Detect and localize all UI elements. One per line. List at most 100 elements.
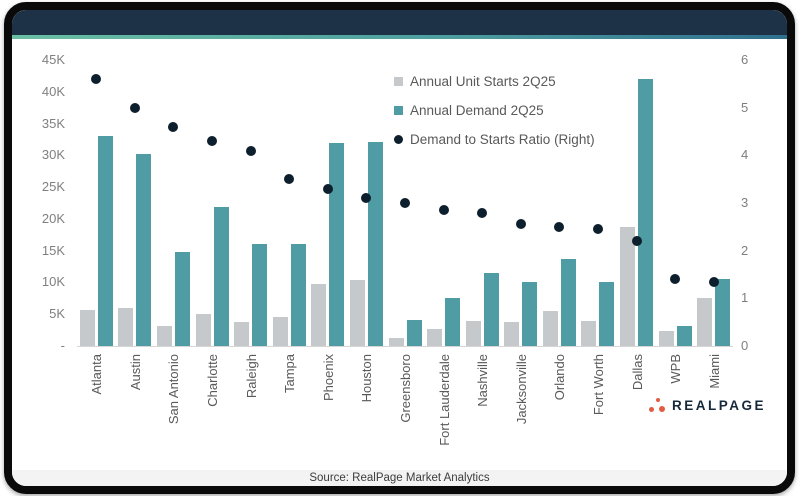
unit-starts-swatch-icon bbox=[394, 77, 403, 86]
category-label-phoenix: Phoenix bbox=[321, 354, 336, 401]
ratio-dot-nashville bbox=[477, 208, 487, 218]
demand-bar-greensboro bbox=[407, 320, 422, 346]
unit-starts-bar-houston bbox=[350, 280, 365, 346]
ratio-dot-houston bbox=[361, 193, 371, 203]
right-axis-tick: 3 bbox=[741, 195, 749, 210]
unit-starts-bar-dallas bbox=[620, 227, 635, 346]
left-axis-tick: 45K bbox=[41, 52, 65, 67]
demand-bar-wpb bbox=[677, 326, 692, 346]
demand-bar-orlando bbox=[561, 259, 576, 346]
ratio-dot-icon bbox=[394, 135, 403, 144]
ratio-dot-atlanta bbox=[91, 74, 101, 84]
unit-starts-bar-fort-worth bbox=[581, 321, 596, 346]
ratio-dot-fort-lauderdale bbox=[439, 205, 449, 215]
legend-label: Annual Demand 2Q25 bbox=[410, 103, 544, 118]
demand-bar-raleigh bbox=[252, 244, 267, 346]
demand-bar-dallas bbox=[638, 79, 653, 346]
unit-starts-bar-san-antonio bbox=[157, 326, 172, 346]
footer-band: Source: RealPage Market Analytics bbox=[12, 470, 787, 486]
left-axis-tick: 20K bbox=[41, 210, 65, 226]
category-label-austin: Austin bbox=[128, 354, 143, 391]
ratio-dot-orlando bbox=[554, 222, 564, 232]
source-text: Source: RealPage Market Analytics bbox=[309, 472, 490, 484]
category-label-dallas: Dallas bbox=[630, 354, 645, 391]
demand-bar-fort-worth bbox=[599, 282, 614, 346]
unit-starts-bar-charlotte bbox=[196, 314, 211, 346]
legend-item-ratio: Demand to Starts Ratio (Right) bbox=[394, 125, 595, 154]
left-axis-tick: 10K bbox=[41, 274, 65, 290]
right-axis-tick: 1 bbox=[741, 290, 749, 306]
category-label-fort-lauderdale: Fort Lauderdale bbox=[437, 354, 452, 446]
ratio-dot-raleigh bbox=[246, 146, 256, 156]
right-axis-tick: 6 bbox=[741, 52, 749, 67]
ratio-dot-phoenix bbox=[323, 184, 333, 194]
demand-bar-houston bbox=[368, 142, 383, 346]
ratio-dot-fort-worth bbox=[593, 224, 603, 234]
header-accent-line bbox=[12, 35, 787, 39]
plot-area bbox=[77, 60, 733, 347]
left-axis-tick: 35K bbox=[41, 115, 65, 131]
legend-label: Annual Unit Starts 2Q25 bbox=[410, 74, 556, 89]
unit-starts-bar-austin bbox=[118, 308, 133, 346]
ratio-dot-greensboro bbox=[400, 198, 410, 208]
right-axis-tick: 5 bbox=[741, 99, 749, 115]
category-label-tampa: Tampa bbox=[282, 354, 297, 394]
unit-starts-bar-miami bbox=[697, 298, 712, 346]
chart-body: Atlanta Austin San Antonio Charlotte Raleigh… bbox=[12, 39, 787, 470]
ratio-dot-dallas bbox=[632, 236, 642, 246]
unit-starts-bar-fort-lauderdale bbox=[427, 329, 442, 346]
unit-starts-bar-atlanta bbox=[80, 310, 95, 346]
left-axis-tick: 30K bbox=[41, 147, 65, 163]
right-axis-tick: 4 bbox=[741, 147, 749, 163]
unit-starts-bar-greensboro bbox=[389, 338, 404, 346]
unit-starts-bar-tampa bbox=[273, 317, 288, 346]
ratio-dot-wpb bbox=[670, 274, 680, 284]
unit-starts-bar-jacksonville bbox=[504, 322, 519, 346]
header-band bbox=[12, 10, 787, 35]
demand-bar-fort-lauderdale bbox=[445, 298, 460, 346]
ratio-dot-miami bbox=[709, 277, 719, 287]
demand-bar-nashville bbox=[484, 273, 499, 346]
category-label-wpb: WPB bbox=[668, 354, 683, 384]
unit-starts-bar-nashville bbox=[466, 321, 481, 346]
chart-legend: Annual Unit Starts 2Q25 Annual Demand 2Q… bbox=[394, 67, 595, 154]
unit-starts-bar-phoenix bbox=[311, 284, 326, 346]
left-axis-tick: 40K bbox=[41, 83, 65, 99]
ratio-dot-san-antonio bbox=[168, 122, 178, 132]
demand-bar-tampa bbox=[291, 244, 306, 346]
ratio-dot-tampa bbox=[284, 174, 294, 184]
ratio-dot-austin bbox=[130, 103, 140, 113]
category-label-raleigh: Raleigh bbox=[244, 354, 259, 399]
unit-starts-bar-raleigh bbox=[234, 322, 249, 346]
demand-bar-san-antonio bbox=[175, 252, 190, 346]
unit-starts-bar-wpb bbox=[659, 331, 674, 346]
ratio-dot-jacksonville bbox=[516, 219, 526, 229]
legend-label: Demand to Starts Ratio (Right) bbox=[410, 132, 595, 147]
realpage-dots-icon bbox=[649, 397, 666, 413]
demand-swatch-icon bbox=[394, 106, 403, 115]
realpage-logo: REALPAGE bbox=[649, 395, 766, 415]
demand-bar-charlotte bbox=[214, 207, 229, 346]
category-label-jacksonville: Jacksonville bbox=[514, 354, 529, 425]
slide-frame: Atlanta Austin San Antonio Charlotte Raleigh… bbox=[4, 2, 795, 494]
category-label-orlando: Orlando bbox=[552, 354, 567, 401]
right-axis-tick: 2 bbox=[741, 242, 749, 258]
legend-item-unit-starts: Annual Unit Starts 2Q25 bbox=[394, 67, 595, 96]
category-label-miami: Miami bbox=[707, 354, 722, 389]
category-label-san-antonio: San Antonio bbox=[166, 354, 181, 425]
demand-bar-jacksonville bbox=[522, 282, 537, 346]
left-axis-tick: 15K bbox=[41, 242, 65, 258]
demand-bar-miami bbox=[715, 279, 730, 346]
right-axis-tick: 0 bbox=[741, 338, 749, 353]
category-label-charlotte: Charlotte bbox=[205, 354, 220, 407]
demand-bar-austin bbox=[136, 154, 151, 346]
category-label-greensboro: Greensboro bbox=[398, 354, 413, 423]
left-axis-tick: 5K bbox=[49, 306, 65, 322]
demand-bar-atlanta bbox=[98, 136, 113, 346]
category-label-houston: Houston bbox=[359, 354, 374, 403]
realpage-logo-text: REALPAGE bbox=[672, 397, 767, 413]
category-label-atlanta: Atlanta bbox=[89, 354, 104, 395]
ratio-dot-charlotte bbox=[207, 136, 217, 146]
category-label-fort-worth: Fort Worth bbox=[591, 354, 606, 416]
